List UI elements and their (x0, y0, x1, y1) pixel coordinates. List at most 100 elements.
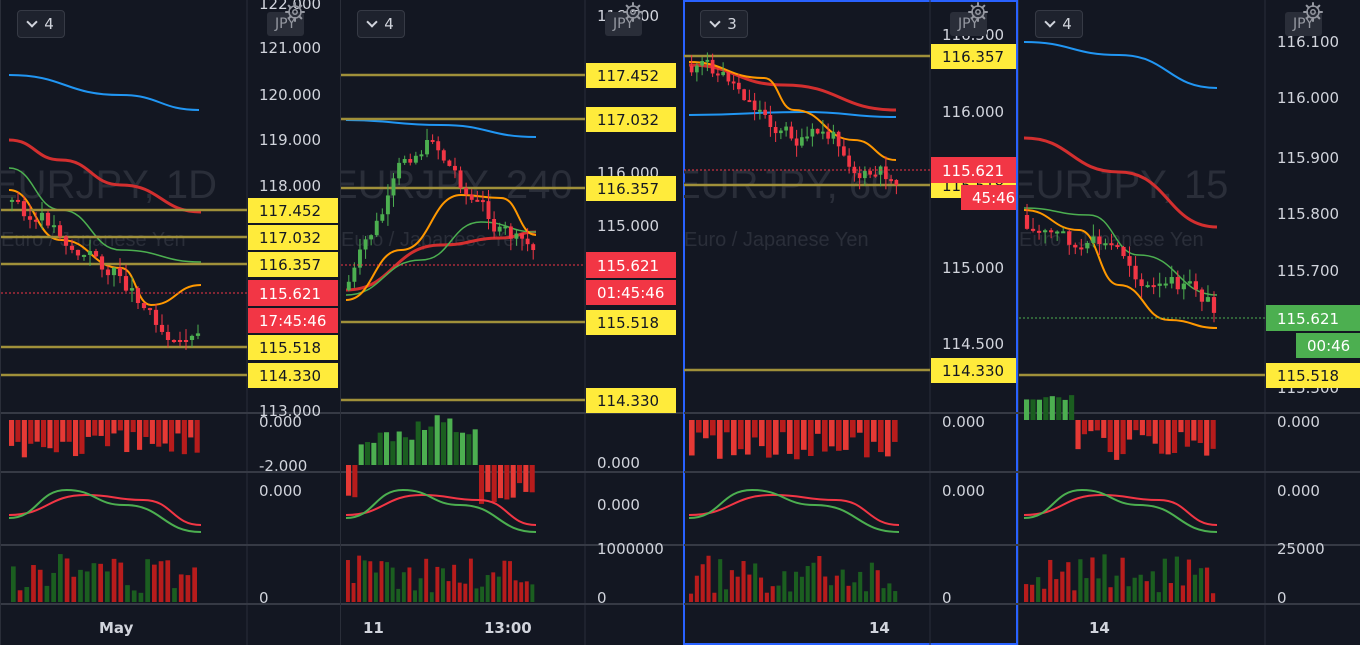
macd-line (345, 488, 537, 533)
macd-line (8, 488, 202, 533)
oscillator-histogram-bar (529, 465, 535, 493)
price-axis-tick: 115.800 (1277, 205, 1339, 223)
candle-body (189, 335, 195, 340)
candle-body (1145, 285, 1150, 288)
candle-body (117, 267, 123, 277)
volume-bar (1108, 587, 1113, 602)
candle-body (1079, 247, 1084, 250)
candle-body (768, 115, 773, 128)
oscillator-histogram-bar (1204, 420, 1210, 456)
candle-body (141, 303, 147, 309)
volume-bar (887, 583, 892, 602)
oscillator-histogram-bar (73, 420, 79, 457)
oscillator-histogram-bar (53, 420, 59, 453)
gear-icon[interactable] (1301, 0, 1325, 24)
volume-bar (1048, 559, 1053, 602)
oscillator-axis-tick: 0.000 (942, 413, 985, 431)
volume-bar (1084, 578, 1089, 602)
oscillator-histogram-bar (98, 420, 104, 436)
oscillator-histogram-bar (162, 420, 168, 444)
currency-badge[interactable]: JPY (950, 12, 987, 36)
candle-body (352, 267, 357, 282)
candle-body (758, 109, 762, 112)
candle-body (447, 160, 452, 166)
level-price-label: 116.357 (259, 256, 321, 274)
candle-body (492, 218, 497, 232)
candle-body (514, 233, 519, 239)
oscillator-histogram-bar (111, 420, 117, 434)
oscillator-histogram-bar (1146, 420, 1152, 437)
oscillator-histogram-bar (47, 420, 53, 449)
volume-bar (694, 575, 699, 602)
candle-body (868, 170, 872, 175)
oscillator-histogram-bar (422, 429, 428, 465)
volume-bar (834, 575, 839, 602)
candle-body (1127, 256, 1132, 266)
indicator-count: 3 (727, 15, 737, 33)
candle-body (397, 162, 402, 179)
indicator-count: 4 (1062, 15, 1072, 33)
current-price-tag (931, 157, 1016, 183)
symbol-watermark: EURJPY, 15 (1019, 163, 1228, 207)
oscillator-histogram-bar (409, 439, 415, 465)
moving-average-line-long (345, 119, 537, 138)
volume-bar (1078, 559, 1083, 602)
volume-axis-tick: 25000 (1277, 540, 1325, 558)
chart-pane-15[interactable]: EURJPY, 15 Euro / Japanese Yen 116.100 116.… (1018, 0, 1360, 645)
gear-icon[interactable] (283, 0, 307, 24)
oscillator-histogram-bar (1094, 420, 1100, 431)
volume-bar (457, 582, 462, 602)
volume-bar (463, 583, 468, 602)
volume-bar (823, 576, 828, 602)
oscillator-histogram-bar (460, 432, 466, 465)
pane-collapse-button[interactable]: 3 (700, 10, 748, 38)
currency-badge[interactable]: JPY (267, 12, 304, 36)
volume-bar (418, 578, 423, 602)
gear-icon[interactable] (966, 0, 990, 24)
oscillator-histogram-bar (787, 420, 793, 454)
pane-collapse-button[interactable]: 4 (1035, 10, 1083, 38)
gear-icon[interactable] (621, 0, 645, 24)
candle-body (346, 281, 351, 290)
candle-body (1169, 277, 1174, 284)
currency-badge[interactable]: JPY (1285, 12, 1322, 36)
oscillator-histogram-bar (1159, 420, 1165, 454)
currency-badge[interactable]: JPY (605, 12, 642, 36)
moving-average-line-mid (1023, 207, 1218, 296)
macd-axis-tick: 0.000 (597, 496, 640, 514)
pane-collapse-button[interactable]: 4 (357, 10, 405, 38)
candle-body (51, 225, 57, 228)
oscillator-histogram-bar (1178, 420, 1184, 433)
oscillator-histogram-bar (1056, 397, 1062, 420)
chart-pane-1d[interactable]: EURJPY, 1D Euro / Japanese Yen 122.000 121.… (0, 0, 341, 645)
current-price-tag (586, 252, 676, 278)
bar-countdown-label: 00:46 (1307, 337, 1350, 355)
oscillator-histogram-bar (175, 420, 181, 434)
candle-body (369, 235, 374, 240)
oscillator-histogram-bar (504, 465, 510, 500)
level-price-tag (248, 225, 338, 250)
candle-body (105, 269, 111, 276)
oscillator-histogram-bar (689, 420, 695, 456)
candle-body (721, 72, 725, 76)
oscillator-histogram-bar (710, 420, 716, 436)
candle-body (153, 309, 159, 325)
oscillator-histogram-bar (156, 420, 162, 447)
candle-body (15, 199, 21, 202)
oscillator-axis-tick: 0.000 (1277, 413, 1320, 431)
volume-bar (474, 588, 479, 602)
oscillator-histogram-bar (510, 465, 516, 498)
symbol-description-watermark: Euro / Japanese Yen (684, 229, 869, 251)
oscillator-histogram-bar (453, 432, 459, 465)
candle-body (45, 212, 51, 226)
chevron-down-icon (26, 16, 38, 28)
oscillator-histogram-bar (808, 420, 814, 456)
pane-collapse-button[interactable]: 4 (17, 10, 65, 38)
candle-body (9, 199, 15, 202)
